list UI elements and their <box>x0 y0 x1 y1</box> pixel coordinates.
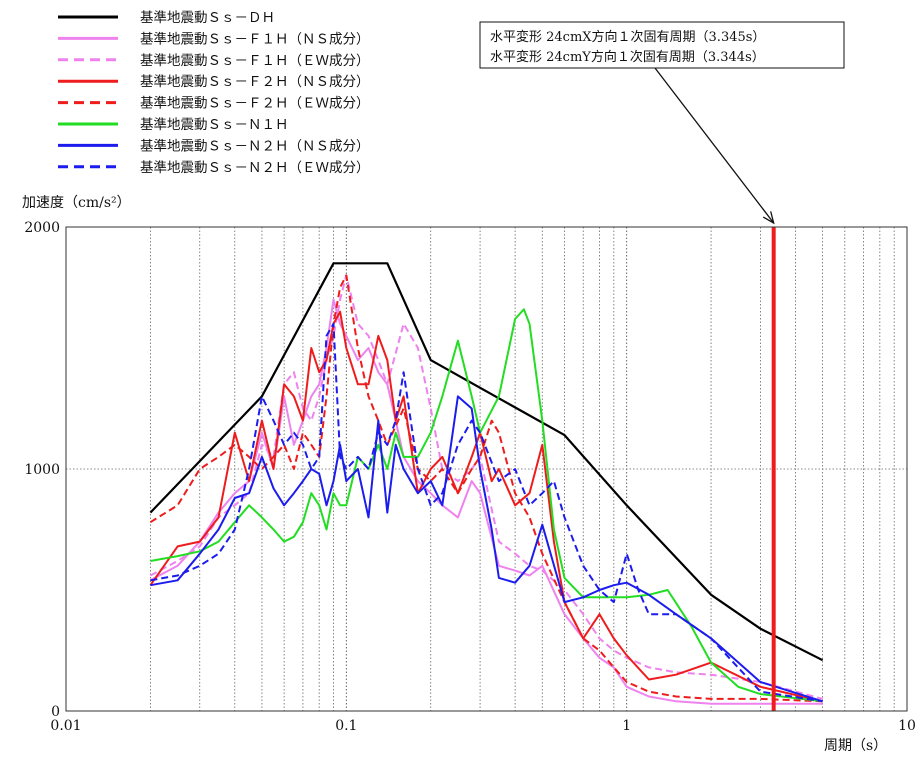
legend-label: 基準地震動Ｓｓ－Ｎ１Ｈ <box>140 116 289 133</box>
annotation-line-1: 水平変形 24cmX方向１次固有周期（3.345s） <box>490 29 765 45</box>
grid <box>66 227 907 711</box>
legend-label: 基準地震動Ｓｓ－ＤＨ <box>140 9 275 26</box>
series-line <box>150 322 823 703</box>
y-axis-label: 加速度（cm/s²） <box>22 195 131 211</box>
series-line <box>150 395 823 703</box>
annotation-arrow-head <box>762 211 775 225</box>
x-tick-label: 1 <box>622 718 631 734</box>
tick-labels: 0.01 0.1 1 10 0 1000 2000 <box>24 220 916 734</box>
annotation-box <box>479 21 845 69</box>
y-tick-label: 0 <box>51 704 60 720</box>
legend-label: 基準地震動Ｓｓ－Ｎ２Ｈ（ＮＳ成分） <box>140 137 370 154</box>
plot-frame <box>65 226 908 712</box>
annotation-line-2: 水平変形 24cmY方向１次固有周期（3.344s） <box>490 49 765 65</box>
legend-label: 基準地震動Ｓｓ－Ｆ２Ｈ（ＥＷ成分） <box>140 95 370 112</box>
series-line <box>149 274 823 703</box>
series-line <box>150 308 823 703</box>
annotation-arrow-shaft <box>654 67 775 224</box>
legend-label: 基準地震動Ｓｓ－Ｆ１Ｈ（ＮＳ成分） <box>140 30 370 47</box>
y-tick-label: 1000 <box>24 462 60 478</box>
y-tick-label: 2000 <box>24 220 60 236</box>
x-axis-label: 周期（s） <box>824 738 887 754</box>
period-marker-layer <box>654 67 776 711</box>
x-tick-label: 0.1 <box>335 718 357 734</box>
x-tick-label: 0.01 <box>50 718 81 734</box>
legend-label: 基準地震動Ｓｓ－Ｆ２Ｈ（ＮＳ成分） <box>140 73 370 90</box>
series-line <box>149 274 823 700</box>
legend: 基準地震動Ｓｓ－ＤＨ 基準地震動Ｓｓ－Ｆ１Ｈ（ＮＳ成分） 基準地震動Ｓｓ－Ｆ１Ｈ（Ｅ… <box>58 9 370 176</box>
legend-label: 基準地震動Ｓｓ－Ｆ１Ｈ（ＥＷ成分） <box>140 52 370 69</box>
x-tick-label: 10 <box>898 718 916 734</box>
annotation-callout: 水平変形 24cmX方向１次固有周期（3.345s） 水平変形 24cmY方向１… <box>479 21 845 69</box>
series-layer <box>149 262 824 705</box>
legend-label: 基準地震動Ｓｓ－Ｎ２Ｈ（ＥＷ成分） <box>140 159 370 176</box>
series-line <box>149 310 823 703</box>
